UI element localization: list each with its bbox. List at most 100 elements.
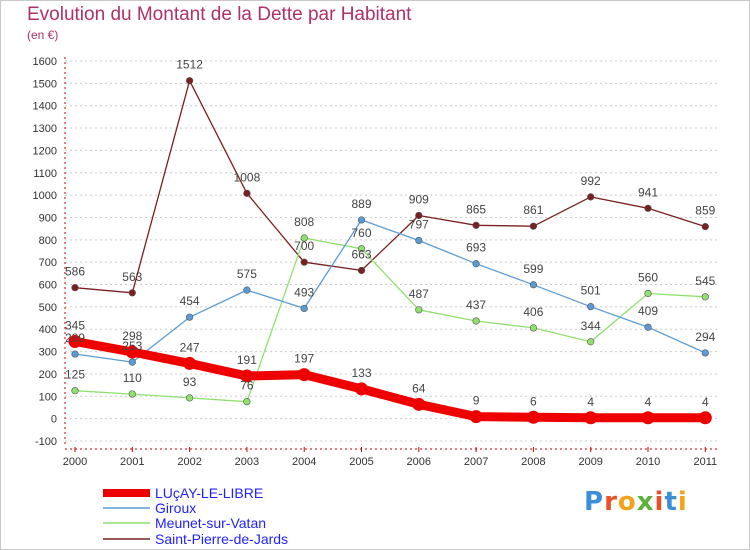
- data-point: [644, 289, 652, 298]
- data-point: [472, 260, 480, 268]
- data-point: [71, 387, 79, 395]
- y-tick-label: 400: [39, 324, 57, 336]
- data-point: [71, 350, 79, 358]
- data-point: [526, 410, 540, 424]
- data-label: 889: [351, 197, 371, 211]
- chart-subtitle: (en €): [27, 28, 59, 42]
- data-point: [300, 304, 308, 313]
- x-tick-label: 2007: [464, 456, 488, 468]
- data-point: [243, 398, 251, 406]
- legend: LUçAY-LE-LIBREGirouxMeunet-sur-VatanSain…: [103, 485, 288, 547]
- data-label: 700: [294, 239, 314, 253]
- data-label: 563: [122, 270, 142, 284]
- series-line-meunet-sur-vatan: [74, 237, 706, 403]
- data-point: [587, 303, 595, 311]
- data-label: 4: [645, 395, 652, 409]
- data-point: [587, 338, 595, 346]
- legend-label: Giroux: [155, 500, 196, 516]
- data-point: [357, 216, 366, 224]
- x-tick-label: 2002: [177, 456, 201, 468]
- x-tick-label: 2000: [63, 456, 87, 468]
- data-point: [355, 382, 368, 396]
- x-tick-label: 2011: [693, 456, 717, 468]
- data-point: [128, 390, 136, 398]
- data-point: [701, 223, 709, 231]
- legend-label: LUçAY-LE-LIBRE: [155, 485, 263, 501]
- data-point: [186, 313, 194, 321]
- legend-label: Meunet-sur-Vatan: [155, 515, 266, 531]
- y-tick-label: 900: [39, 212, 57, 224]
- x-tick-label: 2001: [120, 456, 144, 468]
- data-label: 909: [409, 192, 429, 206]
- data-point: [469, 410, 483, 424]
- data-point: [644, 323, 652, 331]
- x-tick-label: 2008: [521, 456, 545, 468]
- data-label: 941: [638, 185, 658, 199]
- data-label: 93: [183, 375, 197, 389]
- axes: -100 0 100 200 300 400 500 600 700 800 900 1000 1100…: [33, 56, 718, 468]
- series-line-lu-ay-le-libre: [70, 337, 710, 423]
- y-tick-label: 1100: [33, 168, 57, 180]
- data-point: [529, 222, 538, 230]
- data-point: [357, 245, 366, 253]
- data-label: 487: [409, 287, 429, 301]
- data-point: [641, 411, 655, 425]
- data-label: 992: [581, 174, 601, 188]
- data-point: [71, 284, 79, 292]
- data-label: 437: [466, 298, 486, 312]
- data-label: 693: [466, 241, 486, 255]
- data-point: [186, 77, 194, 85]
- data-label: 76: [240, 379, 254, 393]
- data-point: [297, 368, 311, 382]
- data-label: 247: [180, 340, 200, 354]
- data-point: [415, 211, 423, 220]
- data-point: [529, 324, 538, 332]
- y-tick-label: 1300: [33, 123, 57, 135]
- data-label: 545: [695, 274, 715, 288]
- data-point: [186, 394, 194, 402]
- data-point: [701, 293, 709, 301]
- data-label: 861: [523, 203, 543, 217]
- y-tick-label: 700: [39, 257, 57, 269]
- data-point: [415, 306, 423, 314]
- data-point: [415, 236, 423, 245]
- grid: [65, 60, 717, 442]
- data-label: 560: [638, 270, 658, 284]
- data-label: 191: [237, 353, 257, 367]
- x-tick-label: 2006: [407, 456, 431, 468]
- data-label: 298: [122, 329, 142, 343]
- data-label: 344: [581, 319, 601, 333]
- data-label: 4: [587, 395, 594, 409]
- series-line-saint-pierre-de-jards: [74, 80, 706, 294]
- y-tick-label: 200: [39, 369, 57, 381]
- x-tick-label: 2005: [349, 456, 373, 468]
- data-label: 6: [530, 394, 537, 408]
- data-label: 575: [237, 267, 257, 281]
- y-tick-label: 100: [39, 391, 57, 403]
- data-point: [584, 411, 598, 425]
- data-point: [412, 397, 426, 411]
- series-lines: [68, 77, 712, 425]
- data-label: 133: [351, 366, 371, 380]
- data-label: 9: [473, 394, 480, 408]
- proxiti-logo: Proxiti: [584, 487, 688, 517]
- data-label: 859: [695, 204, 715, 218]
- data-label: 294: [695, 330, 715, 344]
- data-label: 808: [294, 215, 314, 229]
- data-label: 454: [180, 294, 200, 308]
- chart-title: Evolution du Montant de la Dette par Hab…: [27, 4, 412, 25]
- data-label: 125: [65, 368, 85, 382]
- data-point: [128, 289, 136, 297]
- y-tick-label: 800: [39, 235, 57, 247]
- data-label: 865: [466, 202, 486, 216]
- data-label: 501: [581, 284, 601, 298]
- x-tick-label: 2010: [636, 456, 660, 468]
- data-label: 599: [523, 262, 543, 276]
- x-tick-label: 2004: [292, 456, 316, 468]
- data-point: [243, 286, 251, 294]
- data-label: 586: [65, 265, 85, 279]
- data-label: 406: [523, 305, 543, 319]
- data-label: 760: [351, 226, 371, 240]
